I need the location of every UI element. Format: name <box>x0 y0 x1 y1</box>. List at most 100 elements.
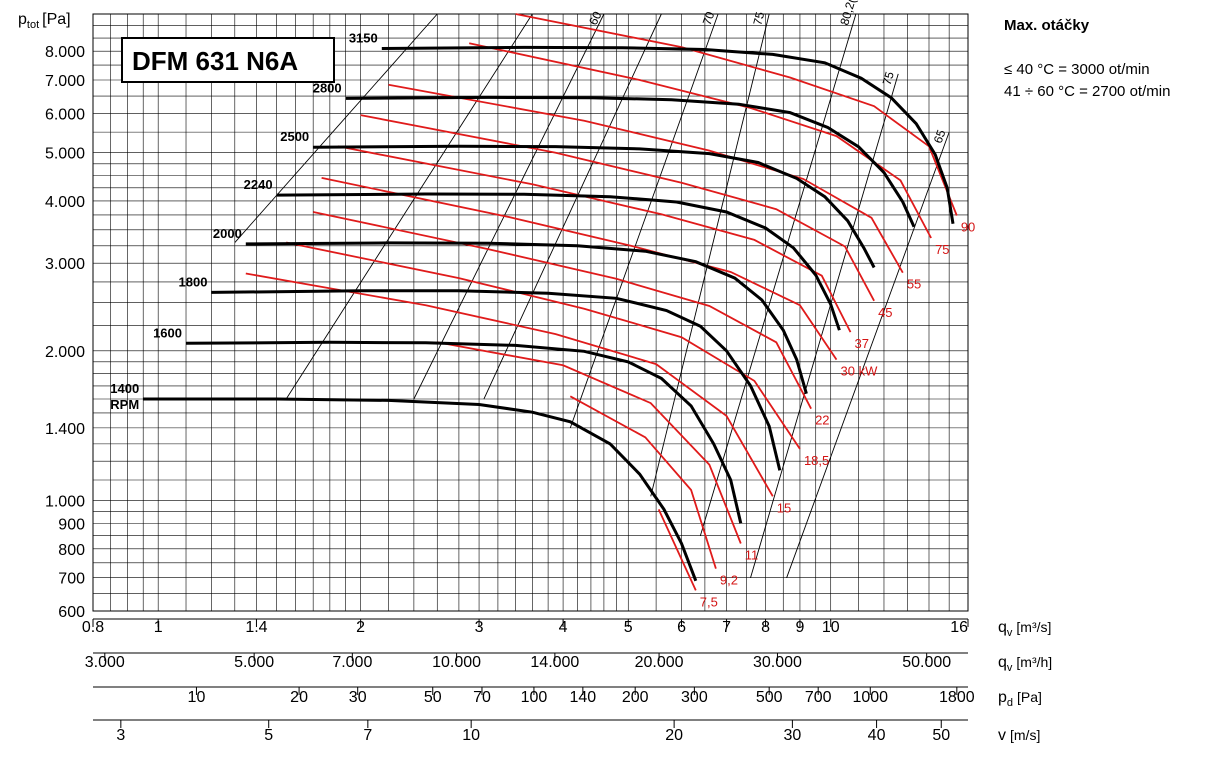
axis-tick-label: 10 <box>188 689 206 706</box>
power-curve <box>388 83 904 274</box>
axis-unit-label: qv [m³/h] <box>998 654 1052 674</box>
axis-tick-label: 140 <box>569 689 596 706</box>
axis-tick-label: 2 <box>356 619 365 636</box>
axis-tick-label: 10.000 <box>432 654 481 671</box>
power-label: 11 <box>745 547 759 562</box>
axis-tick-label: 0.8 <box>82 619 104 636</box>
efficiency-label: 65 <box>931 128 949 146</box>
power-label: 37 <box>854 336 868 351</box>
power-label: 45 <box>878 305 892 320</box>
power-curve <box>515 13 958 216</box>
y-tick-label: 600 <box>58 604 85 621</box>
power-curve <box>437 341 742 544</box>
axis-tick-label: 3.000 <box>85 654 125 671</box>
rpm-label: 3150 <box>349 30 378 45</box>
fan-curve <box>276 192 841 331</box>
axis-tick-label: 7.000 <box>332 654 372 671</box>
rpm-label: 1800 <box>179 274 208 289</box>
axis-tick-label: 1 <box>154 619 163 636</box>
efficiency-label: 60 <box>586 9 605 27</box>
axis-tick-label: 5 <box>624 619 633 636</box>
efficiency-label: 70 <box>700 9 718 27</box>
axis-tick-label: 3 <box>116 727 125 744</box>
efficiency-line <box>234 13 438 243</box>
axis-tick-label: 50 <box>424 689 442 706</box>
grid-layer <box>92 13 969 612</box>
axis-tick-label: 300 <box>681 689 708 706</box>
axis-tick-label: 10 <box>462 727 480 744</box>
axis-tick-label: 3 <box>475 619 484 636</box>
efficiency-line <box>569 13 719 429</box>
efficiency-line <box>750 73 899 578</box>
chart-title: DFM 631 N6A <box>132 46 298 76</box>
rpm-label: 1400 <box>110 381 139 396</box>
power-label: 55 <box>907 277 921 292</box>
efficiency-line <box>699 13 857 536</box>
y-tick-label: 8.000 <box>45 44 85 61</box>
power-curve <box>469 42 932 239</box>
fan-curve <box>345 95 916 228</box>
power-label: 18,5 <box>804 453 829 468</box>
y-axis-label-sub: tot <box>27 19 39 31</box>
rpm-label: 1600 <box>153 325 182 340</box>
axis-tick-label: 200 <box>622 689 649 706</box>
axis-tick-label: 50 <box>932 727 950 744</box>
y-axis-label-unit: [Pa] <box>42 11 70 28</box>
axis-tick-label: 1.4 <box>245 619 267 636</box>
fan-curves <box>143 45 955 582</box>
axis-tick-label: 6 <box>677 619 686 636</box>
axis-tick-label: 40 <box>868 727 886 744</box>
fan-curve <box>313 144 876 269</box>
power-curve <box>337 145 852 333</box>
axis-unit-label: v [m/s] <box>998 727 1040 744</box>
power-label: 15 <box>777 500 791 515</box>
axis-tick-label: 20 <box>290 689 308 706</box>
fan-curve <box>143 397 698 582</box>
power-label: 22 <box>815 413 829 428</box>
plot-frame <box>92 13 969 612</box>
axis-tick-label: 20.000 <box>635 654 684 671</box>
rpm-label: 2800 <box>313 80 342 95</box>
axis-tick-label: 10 <box>822 619 840 636</box>
axis-tick-label: 14.000 <box>530 654 579 671</box>
svg-text:ptot[Pa]: ptot [Pa] <box>18 11 71 31</box>
fan-curve <box>381 45 955 224</box>
power-curve <box>245 272 774 497</box>
rpm-label: 2000 <box>213 226 242 241</box>
efficiency-label: 80,2(η%) <box>837 0 864 27</box>
y-axis-label-main: p <box>18 11 27 28</box>
axis-tick-label: 8 <box>761 619 770 636</box>
rpm-label: 2500 <box>280 129 309 144</box>
axis-tick-label: 1800 <box>939 689 975 706</box>
axes: 600 700 800 900 1.000 1.400 2.000 3.000 4.000 5.0… <box>45 44 1052 744</box>
power-label: 30 kW <box>841 364 879 379</box>
efficiency-line <box>786 131 950 578</box>
axis-tick-label: 7 <box>722 619 731 636</box>
y-axis-label: ptot [Pa] <box>18 11 71 31</box>
power-curves <box>245 13 958 591</box>
y-tick-label: 3.000 <box>45 256 85 273</box>
axis-tick-label: 30 <box>783 727 801 744</box>
axis-tick-label: 50.000 <box>902 654 951 671</box>
axis-tick-label: 1000 <box>852 689 888 706</box>
y-tick-label: 700 <box>58 571 85 588</box>
axis-unit-label: qv [m³/s] <box>998 619 1051 639</box>
axis-tick-label: 20 <box>665 727 683 744</box>
efficiency-line <box>285 13 533 400</box>
y-tick-label: 4.000 <box>45 194 85 211</box>
y-tick-label: 2.000 <box>45 344 85 361</box>
axis-tick-label: 30 <box>349 689 367 706</box>
axis-tick-label: 500 <box>756 689 783 706</box>
max-speed-note: Max. otáčky ≤ 40 °C = 3000 ot/min 41 ÷ 6… <box>1004 17 1170 100</box>
power-label: 9,2 <box>720 573 738 588</box>
axis-tick-label: 7 <box>363 727 372 744</box>
axis-tick-label: 5.000 <box>234 654 274 671</box>
y-tick-label: 900 <box>58 516 85 533</box>
axis-tick-label: 4 <box>559 619 568 636</box>
power-label: 75 <box>935 242 949 257</box>
fan-curve <box>211 289 782 471</box>
y-tick-label: 800 <box>58 542 85 559</box>
axis-tick-label: 16 <box>950 619 968 636</box>
axis-tick-label: 70 <box>473 689 491 706</box>
